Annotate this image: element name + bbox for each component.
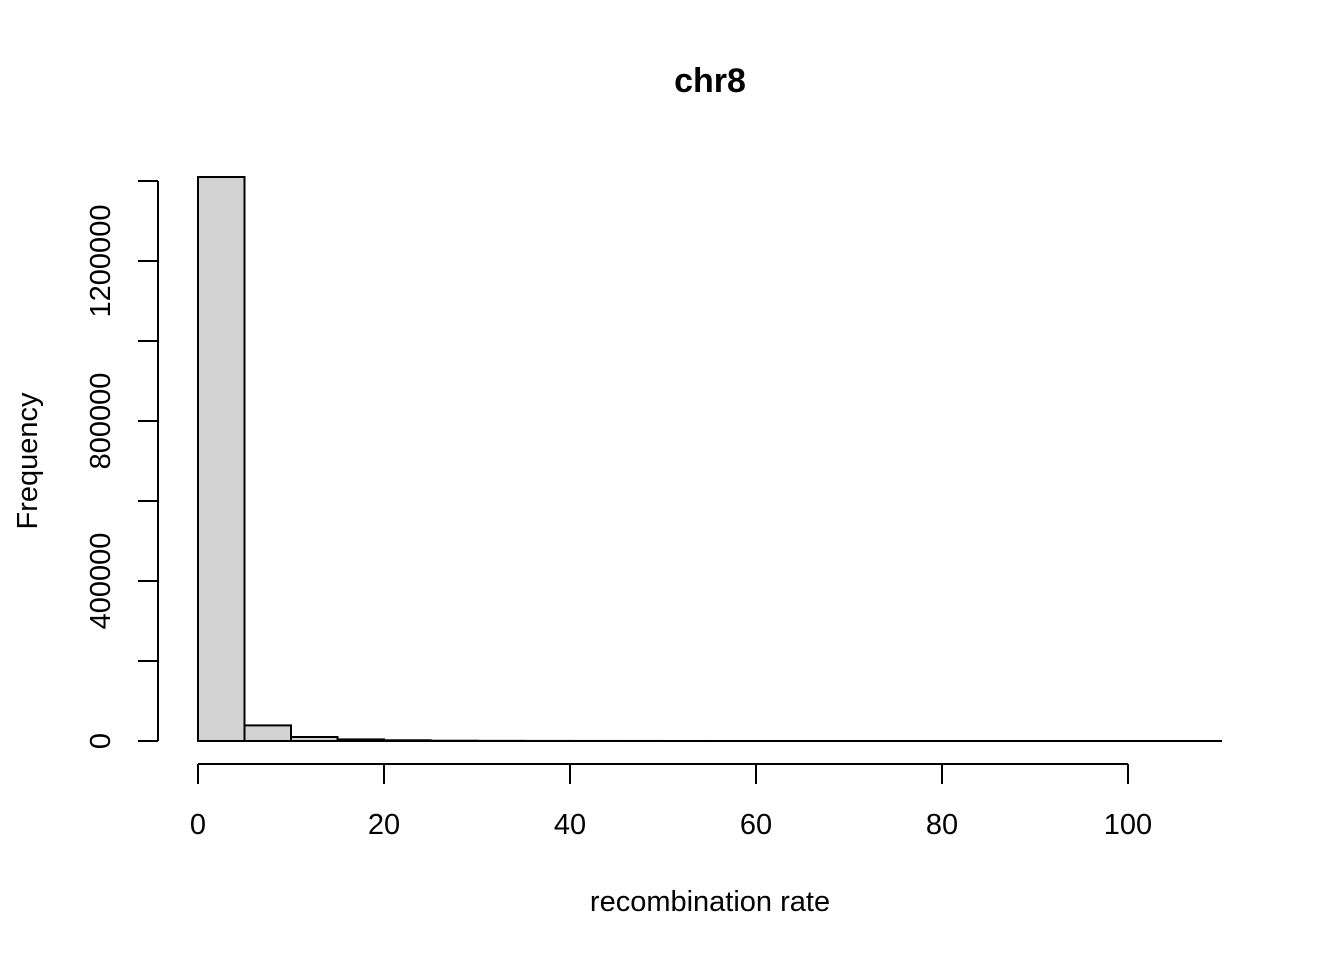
y-tick-label: 0	[85, 733, 117, 749]
y-axis-label: Frequency	[12, 392, 44, 530]
x-tick-label: 20	[368, 809, 400, 841]
x-tick-label: 60	[740, 809, 772, 841]
histogram-bar	[245, 725, 292, 741]
x-tick-label: 0	[190, 809, 206, 841]
x-tick-label: 40	[554, 809, 586, 841]
y-tick-label: 800000	[85, 373, 117, 470]
y-tick-label: 400000	[85, 533, 117, 630]
y-axis: 0 400000 800000 1200000	[85, 181, 158, 749]
x-axis-label: recombination rate	[590, 886, 830, 918]
histogram-bars	[198, 177, 1222, 741]
x-axis: 0 20 40 60 80 100	[190, 764, 1152, 841]
y-tick-label: 1200000	[85, 205, 117, 318]
histogram-bar	[198, 177, 245, 741]
x-tick-label: 100	[1104, 809, 1152, 841]
chart-title: chr8	[674, 62, 746, 100]
x-tick-label: 80	[926, 809, 958, 841]
